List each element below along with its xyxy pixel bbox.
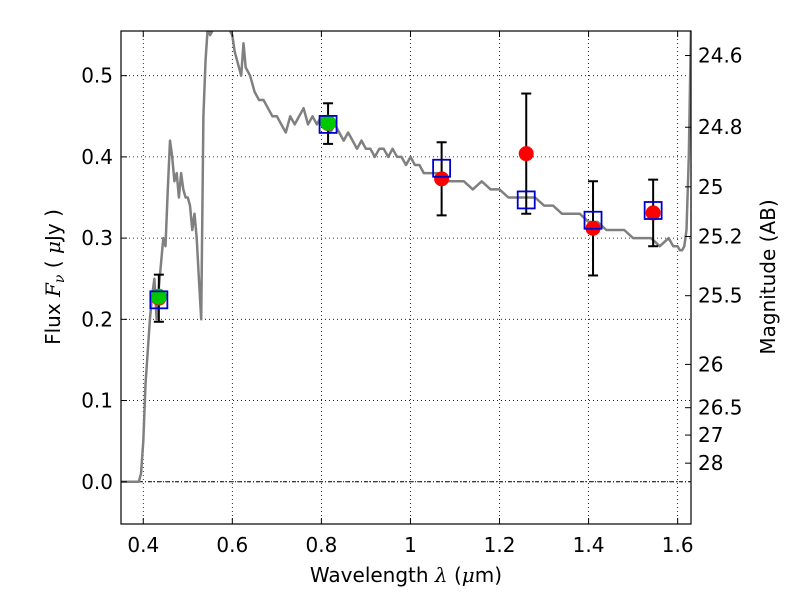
model-flux-square xyxy=(643,201,663,220)
y-tick-label: 0.1 xyxy=(81,389,113,413)
x-tick-label: 1 xyxy=(404,533,417,557)
model-flux-square xyxy=(516,190,536,210)
y-tick-label: 0.2 xyxy=(81,307,113,331)
model-spectrum-line xyxy=(121,31,691,484)
y2-tick-label: 26 xyxy=(698,352,723,376)
y2-tick-label: 25 xyxy=(698,175,723,199)
photometry-point xyxy=(518,146,534,162)
model-flux-square xyxy=(583,210,603,230)
y-tick-label: 0.3 xyxy=(81,226,113,250)
optical-point xyxy=(320,114,337,131)
x-tick-label: 0.4 xyxy=(127,533,159,557)
model-flux-square xyxy=(318,115,338,134)
plot-area xyxy=(121,31,691,484)
y-axis-title: Flux Fν ( μJy ) xyxy=(41,209,68,345)
model-flux-square xyxy=(149,290,169,310)
y2-tick-label: 25.2 xyxy=(698,224,743,248)
y2-tick-label: 24.8 xyxy=(698,115,743,139)
y2-tick-label: 25.5 xyxy=(698,284,743,308)
y-tick-label: 0.5 xyxy=(81,64,113,88)
y2-tick-label: 24.6 xyxy=(698,44,743,68)
optical-point xyxy=(150,288,167,305)
plot-frame xyxy=(120,30,692,525)
y2-tick-label: 27 xyxy=(698,423,723,447)
plot-background xyxy=(121,31,691,524)
model-flux-square xyxy=(432,158,452,178)
y-tick-label: 0.0 xyxy=(81,470,113,494)
photometry-point xyxy=(645,205,661,221)
y2-tick-label: 26.5 xyxy=(698,396,743,420)
y2-axis-title: Magnitude (AB) xyxy=(756,199,780,354)
y2-tick-label: 28 xyxy=(698,451,723,475)
y-tick-label: 0.4 xyxy=(81,145,113,169)
photometry-point xyxy=(434,171,450,187)
ticks: 0.4 0.6 0.8 1 1.2 1.4 1.6 0.0 0.1 0.2 0.3 0.4 0.5 24.… xyxy=(81,31,743,557)
x-tick-label: 1.6 xyxy=(662,533,694,557)
x-tick-label: 0.8 xyxy=(305,533,337,557)
x-tick-label: 0.6 xyxy=(216,533,248,557)
x-tick-label: 1.2 xyxy=(484,533,516,557)
x-axis-title: Wavelength λ (μm) xyxy=(310,563,502,587)
x-tick-label: 1.4 xyxy=(573,533,605,557)
